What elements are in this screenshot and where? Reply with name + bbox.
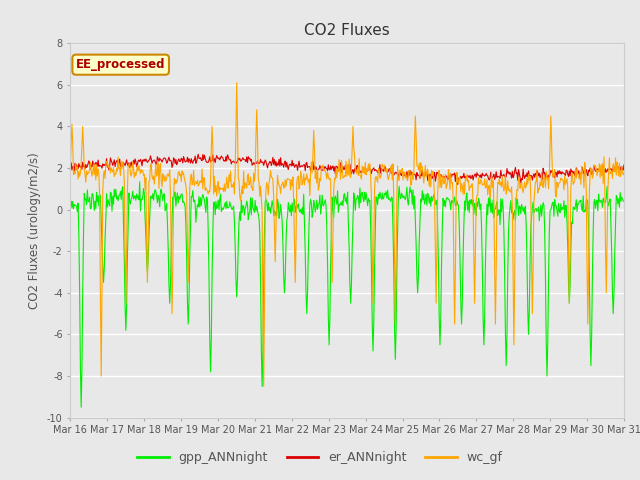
er_ANNnight [454,181,461,187]
wc_gf [432,300,440,306]
Line: gpp_ANNnight: gpp_ANNnight [70,182,624,407]
er_ANNnight [220,158,227,164]
Text: EE_processed: EE_processed [76,58,165,71]
gpp_ANNnight [416,218,424,224]
Line: wc_gf: wc_gf [70,83,624,386]
wc_gf [134,162,141,168]
er_ANNnight [67,167,74,173]
Y-axis label: CO2 Fluxes (urology/m2/s): CO2 Fluxes (urology/m2/s) [28,152,42,309]
er_ANNnight [431,178,439,184]
wc_gf [260,384,268,389]
gpp_ANNnight [77,404,85,410]
er_ANNnight [189,157,197,163]
wc_gf [219,185,227,191]
Legend: gpp_ANNnight, er_ANNnight, wc_gf: gpp_ANNnight, er_ANNnight, wc_gf [132,446,508,469]
Line: er_ANNnight: er_ANNnight [70,154,624,184]
wc_gf [416,175,424,181]
wc_gf [620,170,628,176]
er_ANNnight [415,173,423,179]
wc_gf [233,80,241,85]
gpp_ANNnight [432,201,440,207]
gpp_ANNnight [77,365,84,371]
gpp_ANNnight [136,179,143,185]
gpp_ANNnight [67,200,74,206]
gpp_ANNnight [620,199,628,204]
gpp_ANNnight [221,203,228,209]
gpp_ANNnight [134,193,142,199]
Title: CO2 Fluxes: CO2 Fluxes [305,23,390,38]
er_ANNnight [620,162,628,168]
wc_gf [77,170,84,176]
gpp_ANNnight [191,201,199,206]
er_ANNnight [195,151,202,157]
er_ANNnight [134,162,141,168]
wc_gf [189,168,197,173]
er_ANNnight [77,164,84,170]
wc_gf [67,163,74,169]
